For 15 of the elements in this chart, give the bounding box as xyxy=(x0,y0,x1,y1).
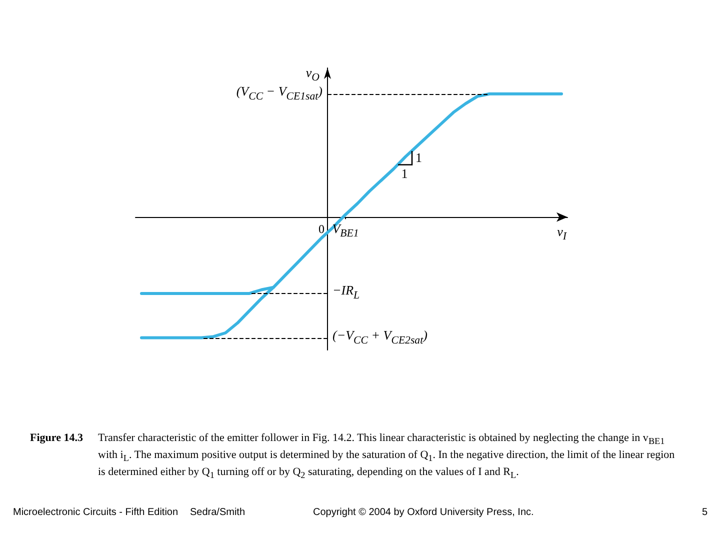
ref-line-label: (V$_{CC}$ − V$_{CE1sat}$) xyxy=(236,84,322,104)
text: Copyright © 2004 by Oxford University Press, Inc. xyxy=(313,507,534,518)
text: Figure 14.3 xyxy=(30,431,83,445)
text: 5 xyxy=(702,507,708,518)
annotation: 1 xyxy=(416,150,422,166)
text: Sedra/Smith xyxy=(190,507,246,518)
text: Transfer characteristic of the emitter follower in Fig. 14.2. This linear characteristic is obtained by neglecting the change in v$_{BE1}$ with i$_{L}$. The maximum positive output is determined by the saturation of Q$_{1}$. In the negative direction, the limit of the linear region is determined either by Q$_{1}$ turning off or by Q$_{2}$ saturating, depending on the values of I and R$_{L}$. xyxy=(98,432,675,481)
ref-line-label: (−V$_{CC}$ + V$_{CE2sat}$) xyxy=(332,328,428,348)
ref-line-label: −IR$_{L}$ xyxy=(332,283,360,303)
x-axis-title: v$_{I}$ xyxy=(557,224,566,244)
x-tick-label: V$_{BE1}$ xyxy=(332,221,359,241)
annotation: 1 xyxy=(401,166,408,181)
y-axis-title: v$_{O}$ xyxy=(306,65,320,85)
x-tick-label: 0 xyxy=(318,222,324,236)
text: Microelectronic Circuits - Fifth Edition xyxy=(13,507,178,518)
